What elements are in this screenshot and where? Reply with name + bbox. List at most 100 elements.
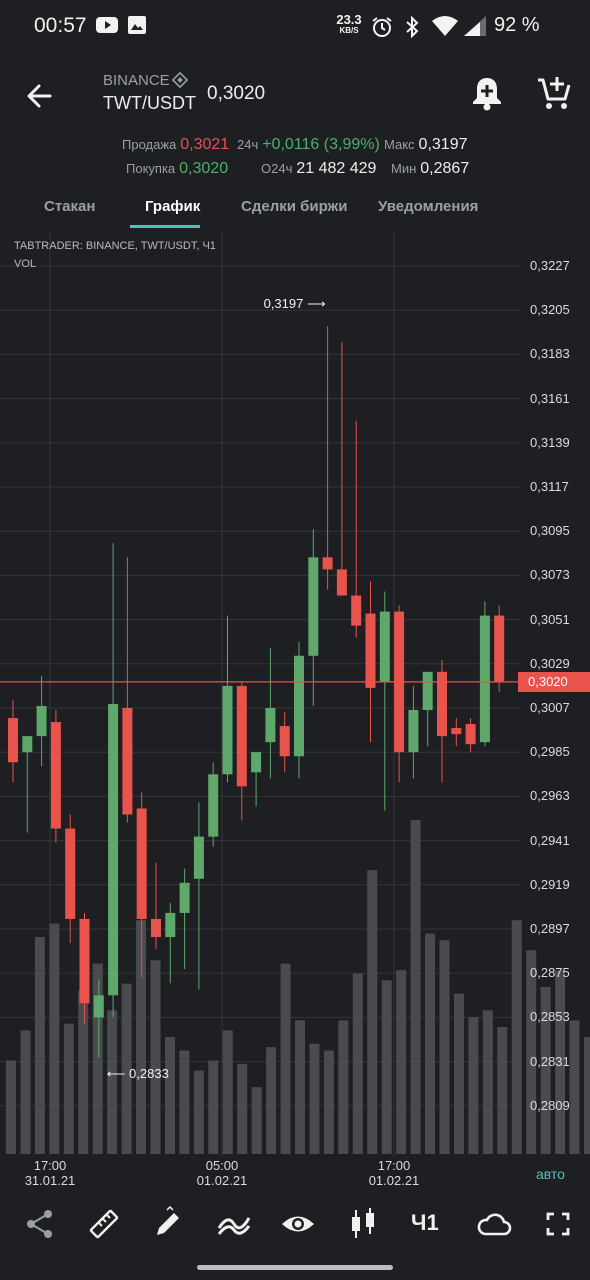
tab-indicator <box>130 225 200 228</box>
back-button[interactable] <box>22 78 58 114</box>
candle <box>36 675 47 767</box>
volume-bar <box>193 1070 204 1154</box>
volume-bar <box>453 993 464 1154</box>
volume-bar <box>34 936 45 1154</box>
price-tick-label: 0,2941 <box>530 832 570 848</box>
candle <box>22 736 33 833</box>
fullscreen-icon <box>546 1212 570 1236</box>
candle <box>79 912 90 1024</box>
volume-bar <box>410 820 421 1154</box>
candle <box>394 605 405 783</box>
signal-icon <box>464 16 486 41</box>
candle <box>422 671 433 747</box>
volume-bar <box>511 920 522 1154</box>
chart-toolbar: Ч1 <box>0 1198 590 1250</box>
price-tick-label: 0,3161 <box>530 390 570 406</box>
high-marker: 0,3197 ⟶ <box>263 296 326 312</box>
volume-bar <box>425 933 436 1154</box>
auto-scale-toggle[interactable]: авто <box>536 1166 565 1182</box>
candle <box>479 601 490 747</box>
add-alert-button[interactable] <box>470 74 504 112</box>
candle <box>136 792 147 978</box>
volume-bar <box>121 983 132 1154</box>
price-chart[interactable]: TABTRADER: BINANCE, TWT/USDT, Ч1 VOL 0,3… <box>0 232 590 1157</box>
candle <box>165 902 176 984</box>
volume-bar <box>396 970 407 1154</box>
volume-bar <box>251 1087 262 1154</box>
price-tick-label: 0,2963 <box>530 788 570 804</box>
volume-bar <box>49 923 60 1154</box>
volume-bar <box>179 1050 190 1154</box>
add-order-button[interactable] <box>536 74 572 112</box>
volume-bar <box>136 920 147 1154</box>
alarm-icon <box>371 16 393 43</box>
price-tick-label: 0,3117 <box>530 479 569 494</box>
volume-bar <box>381 980 392 1154</box>
candle <box>365 581 376 743</box>
ticker-volume: O24ч 21 482 429 <box>261 160 377 177</box>
candle <box>494 605 505 692</box>
image-icon <box>128 16 146 39</box>
exchange-name: BINANCE <box>103 72 170 89</box>
volume-bar <box>569 1020 580 1154</box>
candle <box>379 591 390 811</box>
chart-canvas[interactable] <box>0 232 590 1157</box>
cloud-button[interactable] <box>476 1206 512 1242</box>
volume-bar <box>526 950 537 1154</box>
tab-chart[interactable]: График <box>145 198 201 215</box>
visibility-button[interactable] <box>280 1206 316 1242</box>
candle <box>351 420 362 638</box>
volume-bar <box>237 1063 248 1154</box>
candle <box>179 868 190 970</box>
price-tick-label: 0,3139 <box>530 434 570 450</box>
draw-button[interactable] <box>150 1205 186 1242</box>
nav-handle[interactable] <box>197 1265 393 1270</box>
price-tick-label: 0,3051 <box>530 611 570 627</box>
volume-bar <box>150 960 161 1154</box>
candle <box>65 814 76 944</box>
binance-logo-icon <box>171 71 189 93</box>
time-tick: 17:00 31.01.21 <box>24 1158 76 1188</box>
volume-bar <box>20 1030 31 1154</box>
tab-order-book[interactable]: Стакан <box>44 198 96 215</box>
candle <box>451 718 462 747</box>
price-tick-label: 0,2809 <box>530 1097 570 1113</box>
pencil-icon <box>157 1205 179 1235</box>
price-tick-label: 0,3073 <box>530 567 570 583</box>
price-tick-label: 0,2875 <box>530 965 570 981</box>
volume-bar <box>540 987 551 1154</box>
volume-bar <box>6 1060 16 1154</box>
candle <box>108 543 119 1018</box>
share-button[interactable] <box>22 1206 58 1242</box>
fullscreen-button[interactable] <box>540 1206 576 1242</box>
time-tick: 05:00 01.02.21 <box>196 1158 248 1188</box>
pair-name[interactable]: TWT/USDT <box>103 93 196 113</box>
candle <box>465 718 476 753</box>
price-tick-label: 0,3205 <box>530 302 570 318</box>
tab-bar: Стакан График Сделки биржи Уведомления <box>0 188 590 228</box>
battery-level: 92 % <box>494 14 540 36</box>
last-price: 0,3020 <box>207 83 266 104</box>
status-bar: 00:57 23.3 KB/S 92 % <box>0 0 590 52</box>
chart-type-button[interactable] <box>346 1206 382 1242</box>
candle <box>8 699 18 783</box>
volume-bar <box>266 1047 277 1154</box>
candle <box>308 529 319 706</box>
tab-trades[interactable]: Сделки биржи <box>241 198 348 215</box>
indicators-button[interactable] <box>216 1206 252 1242</box>
timeframe-button[interactable]: Ч1 <box>411 1210 439 1235</box>
low-marker: ⟵ 0,2833 <box>106 1065 169 1081</box>
ticker-max: Макс 0,3197 <box>384 136 468 153</box>
candle <box>322 326 333 590</box>
volume-bar <box>555 970 566 1154</box>
price-tick-label: 0,3183 <box>530 346 570 362</box>
time-tick: 17:00 01.02.21 <box>368 1158 420 1188</box>
price-tick-label: 0,2831 <box>530 1053 570 1069</box>
price-tick-label: 0,3029 <box>530 655 570 671</box>
volume-bar <box>497 1027 508 1154</box>
volume-bar <box>222 1030 233 1154</box>
net-speed: 23.3 KB/S <box>336 12 362 35</box>
volume-bar <box>367 870 378 1154</box>
tab-notifications[interactable]: Уведомления <box>378 198 479 215</box>
ruler-button[interactable] <box>86 1206 122 1242</box>
